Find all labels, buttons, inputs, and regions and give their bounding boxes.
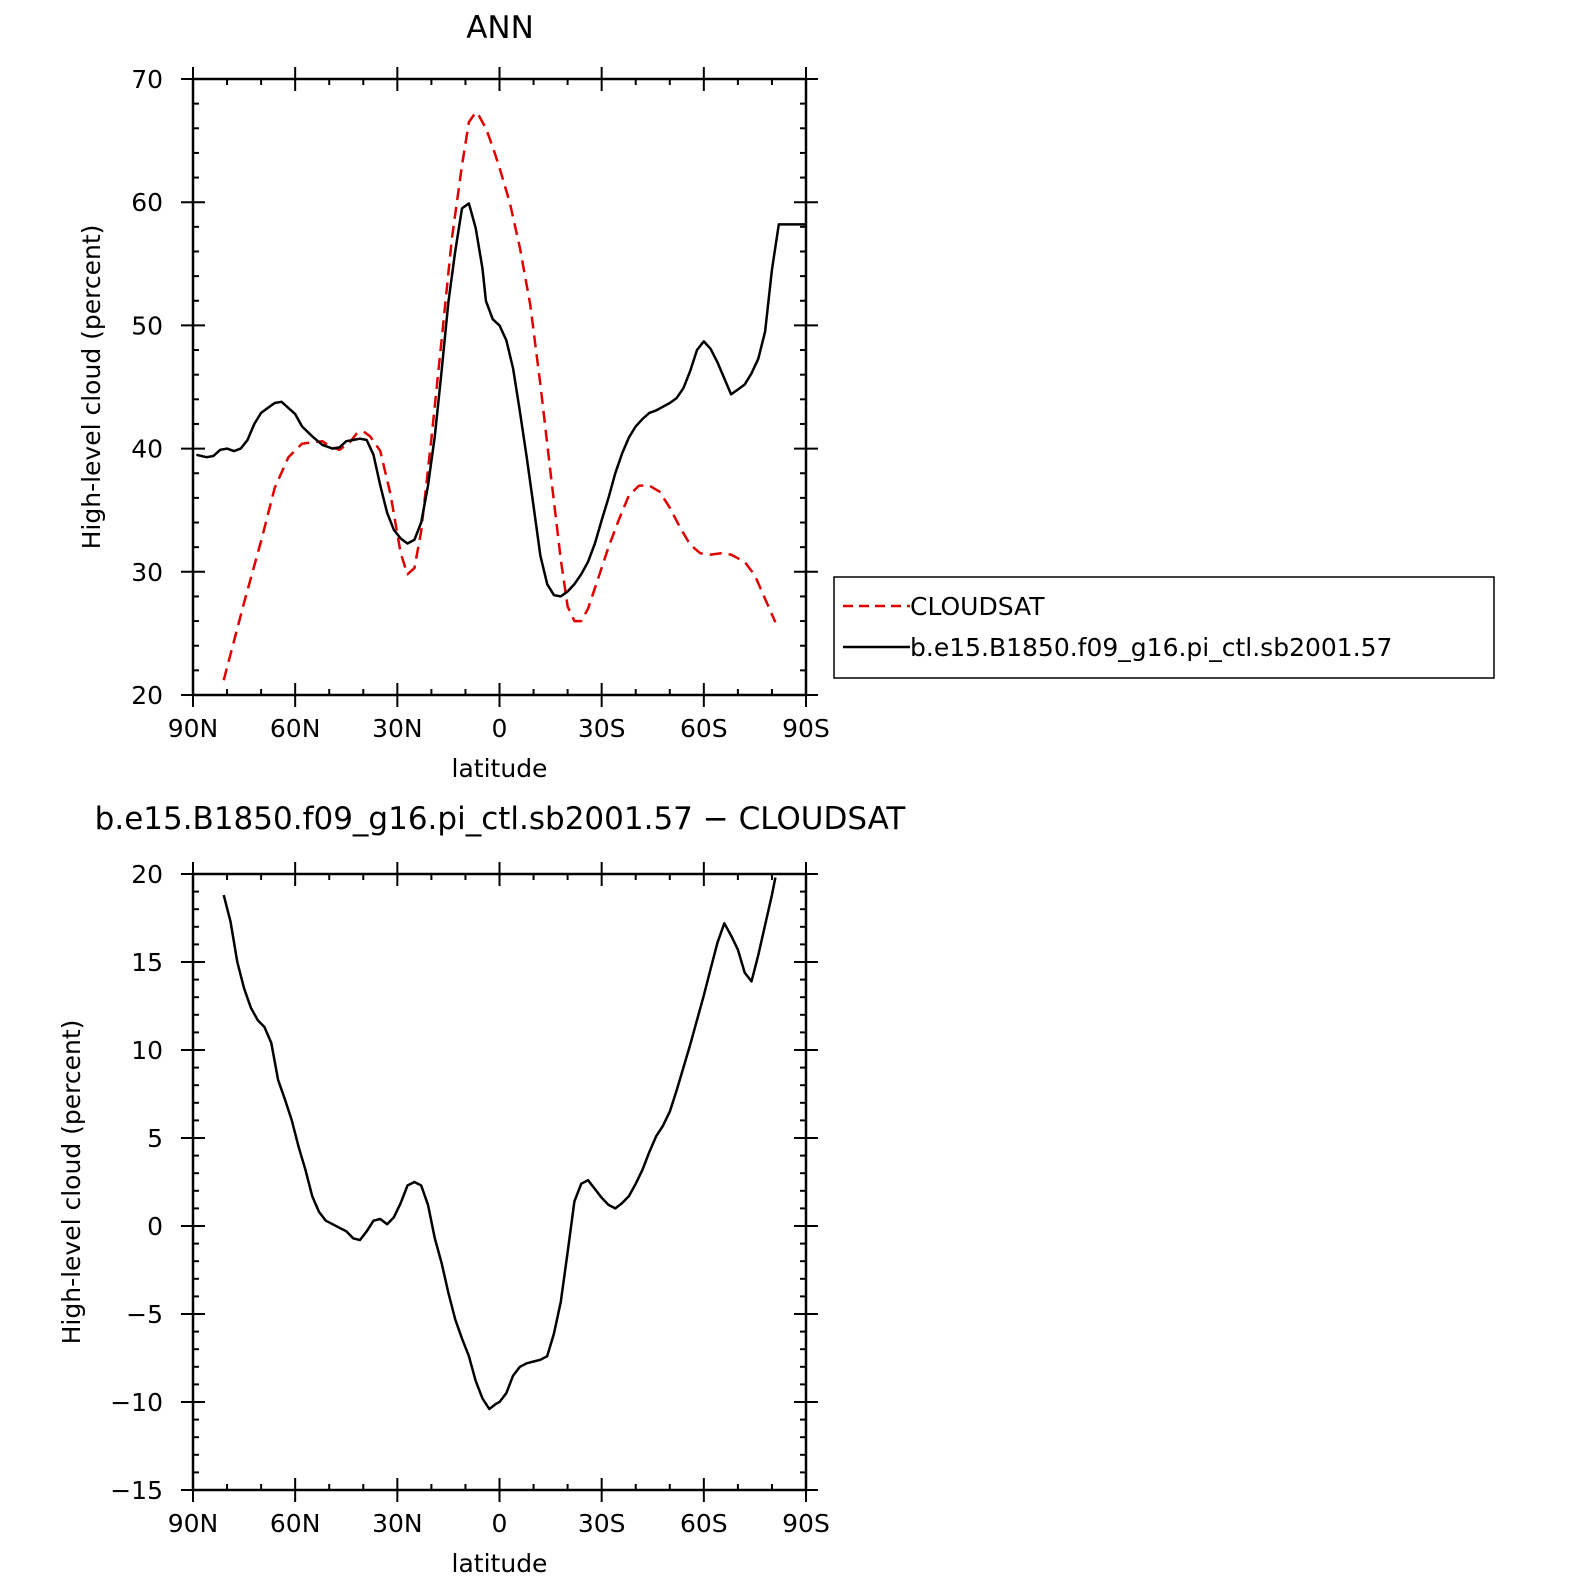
top-x-tick-labels: 90N 60N 30N 0 30S 60S 90S: [168, 714, 830, 743]
x-tick-label: 90S: [782, 1509, 830, 1538]
y-tick-label: 50: [131, 311, 163, 340]
x-tick-label: 60S: [680, 714, 728, 743]
x-tick-label: 0: [492, 1509, 508, 1538]
top-ticks: [181, 67, 818, 707]
y-tick-label: 20: [131, 860, 163, 889]
x-tick-label: 30S: [578, 714, 626, 743]
legend: CLOUDSAT b.e15.B1850.f09_g16.pi_ctl.sb20…: [833, 576, 1495, 679]
y-tick-label: 60: [131, 188, 163, 217]
x-tick-label: 60N: [270, 1509, 321, 1538]
x-tick-label: 30N: [372, 1509, 423, 1538]
top-y-axis-label: High-level cloud (percent): [77, 225, 106, 550]
y-tick-label: −10: [110, 1388, 163, 1417]
x-tick-label: 60N: [270, 714, 321, 743]
y-tick-label: 20: [131, 681, 163, 710]
y-tick-label: −15: [110, 1476, 163, 1505]
series-line-model: [196, 202, 806, 598]
top-x-axis-label: latitude: [452, 754, 548, 783]
y-tick-label: −5: [126, 1300, 163, 1329]
y-tick-label: 0: [147, 1212, 163, 1241]
x-tick-label: 0: [492, 714, 508, 743]
bottom-x-tick-labels: 90N 60N 30N 0 30S 60S 90S: [168, 1509, 830, 1538]
legend-label-model: b.e15.B1850.f09_g16.pi_ctl.sb2001.57: [910, 633, 1392, 662]
y-tick-label: 30: [131, 558, 163, 587]
x-tick-label: 60S: [680, 1509, 728, 1538]
bottom-plot-frame: [191, 872, 808, 1492]
top-series-lines: [196, 111, 806, 681]
bottom-y-axis-label: High-level cloud (percent): [57, 1020, 86, 1345]
bottom-series-lines: [222, 877, 777, 1411]
y-tick-label: 40: [131, 435, 163, 464]
y-tick-label: 15: [131, 948, 163, 977]
top-chart-title: ANN: [466, 10, 534, 46]
legend-box: [833, 576, 1495, 679]
bottom-chart-title: b.e15.B1850.f09_g16.pi_ctl.sb2001.57 − C…: [95, 801, 907, 837]
y-tick-label: 5: [147, 1124, 163, 1153]
bottom-ticks: [181, 862, 818, 1502]
bottom-panel: b.e15.B1850.f09_g16.pi_ctl.sb2001.57 − C…: [57, 801, 906, 1578]
series-line-cloudsat: [222, 111, 777, 681]
x-tick-label: 30S: [578, 1509, 626, 1538]
top-panel: ANN 90N 60N 30N 0 30S 60S 90S 20 30 40 50 60 70 lat…: [77, 10, 830, 783]
x-tick-label: 30N: [372, 714, 423, 743]
top-plot-frame: [191, 77, 808, 697]
series-line-difference: [222, 877, 777, 1411]
legend-label-cloudsat: CLOUDSAT: [910, 592, 1045, 621]
bottom-y-tick-labels: −15 −10 −5 0 5 10 15 20: [110, 860, 163, 1505]
x-tick-label: 90N: [168, 1509, 219, 1538]
y-tick-label: 70: [131, 65, 163, 94]
x-tick-label: 90S: [782, 714, 830, 743]
bottom-x-axis-label: latitude: [452, 1549, 548, 1578]
x-tick-label: 90N: [168, 714, 219, 743]
top-y-tick-labels: 20 30 40 50 60 70: [131, 65, 163, 710]
y-tick-label: 10: [131, 1036, 163, 1065]
